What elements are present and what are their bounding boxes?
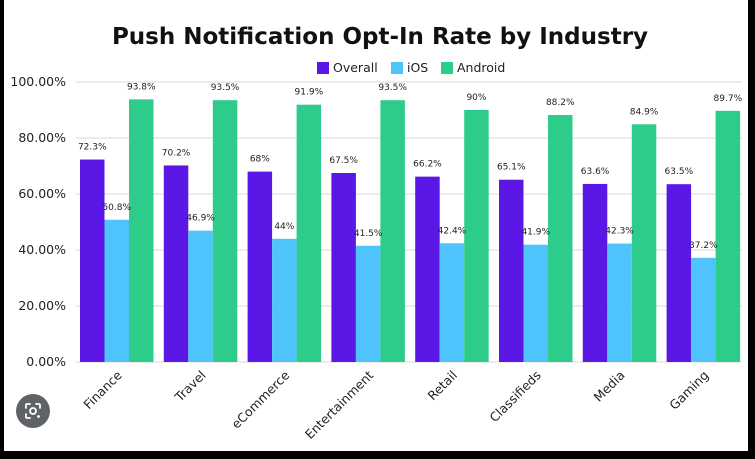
y-tick-label: 0.00%	[26, 354, 66, 369]
bar-android	[296, 104, 322, 363]
y-tick-label: 80.00%	[18, 130, 66, 145]
data-labels: 72.3% 50.8% 93.8% 70.2% 46.9% 93.5% 68% 44% 91.9…	[78, 82, 743, 250]
chart-title: Push Notification Opt-In Rate by Industr…	[112, 24, 648, 50]
bar-overall	[80, 159, 105, 362]
data-label: 50.8%	[102, 203, 131, 213]
y-tick-label: 100.00%	[10, 74, 66, 89]
bar-overall	[666, 184, 692, 362]
data-label: 93.5%	[378, 83, 407, 93]
x-tick-label: Media	[591, 368, 628, 405]
data-label: 84.9%	[630, 107, 659, 117]
x-tick-label: Classifieds	[486, 368, 544, 426]
bar-ios	[355, 245, 381, 362]
data-label: 66.2%	[413, 160, 442, 170]
x-tick-label: eCommerce	[228, 367, 292, 431]
data-label: 93.8%	[127, 82, 156, 92]
legend-label-overall: Overall	[333, 60, 378, 75]
legend-swatch-ios	[391, 62, 403, 74]
data-label: 65.1%	[497, 163, 526, 173]
bar-overall	[415, 176, 440, 362]
bar-ios	[188, 230, 213, 362]
x-tick-label: Retail	[424, 368, 460, 404]
data-label: 90%	[466, 93, 486, 103]
x-tick-label: Travel	[171, 368, 209, 406]
data-label: 89.7%	[714, 94, 743, 104]
bar-ios	[272, 238, 297, 362]
chart: Push Notification Opt-In Rate by Industr…	[10, 24, 743, 442]
bar-ios	[439, 243, 465, 362]
y-tick-label: 20.00%	[18, 298, 66, 313]
bar-ios	[523, 244, 548, 362]
bar-ios	[104, 219, 129, 362]
bar-ios	[691, 257, 716, 362]
legend-label-ios: iOS	[407, 60, 428, 75]
y-tick-label: 40.00%	[18, 242, 66, 257]
legend-swatch-overall	[317, 62, 329, 74]
x-tick-label: Entertainment	[302, 367, 376, 441]
legend-swatch-android	[441, 62, 453, 74]
data-label: 46.9%	[186, 214, 215, 224]
data-label: 67.5%	[329, 156, 358, 166]
bar-android	[464, 110, 489, 362]
data-label: 41.9%	[521, 228, 550, 238]
bar-android	[715, 110, 741, 362]
data-label: 88.2%	[546, 98, 575, 108]
data-label: 72.3%	[78, 143, 107, 153]
data-label: 37.2%	[689, 241, 718, 251]
lens-glyph	[25, 403, 41, 419]
data-label: 41.5%	[354, 229, 383, 239]
legend: Overall iOS Android	[317, 60, 505, 75]
bar-overall	[499, 179, 524, 362]
x-tick-label: Gaming	[666, 368, 711, 413]
legend-label-android: Android	[457, 60, 505, 75]
bar-android	[548, 115, 573, 362]
bar-android	[631, 124, 657, 362]
data-label: 63.5%	[665, 167, 694, 177]
data-label: 42.3%	[605, 227, 634, 237]
bar-overall	[247, 171, 273, 362]
data-label: 93.5%	[211, 83, 240, 93]
x-tick-label: Finance	[80, 367, 125, 412]
google-lens-icon[interactable]	[16, 394, 50, 428]
bars	[80, 99, 741, 363]
y-axis: 0.00% 20.00% 40.00% 60.00% 80.00% 100.00%	[10, 74, 66, 369]
data-label: 63.6%	[581, 167, 610, 177]
chart-frame: Push Notification Opt-In Rate by Industr…	[4, 0, 748, 451]
bar-android	[212, 100, 238, 362]
bar-overall	[163, 165, 189, 362]
data-label: 44%	[274, 222, 294, 232]
data-label: 91.9%	[295, 88, 324, 98]
data-label: 68%	[250, 155, 270, 165]
y-tick-label: 60.00%	[18, 186, 66, 201]
data-label: 42.4%	[438, 226, 467, 236]
bar-android	[380, 100, 405, 362]
bar-android	[129, 99, 154, 363]
bar-overall	[582, 183, 608, 362]
x-axis: Finance Travel eCommerce Entertainment Retai…	[80, 367, 711, 442]
data-label: 70.2%	[162, 148, 191, 158]
bar-overall	[331, 173, 356, 362]
bar-ios	[607, 243, 632, 362]
